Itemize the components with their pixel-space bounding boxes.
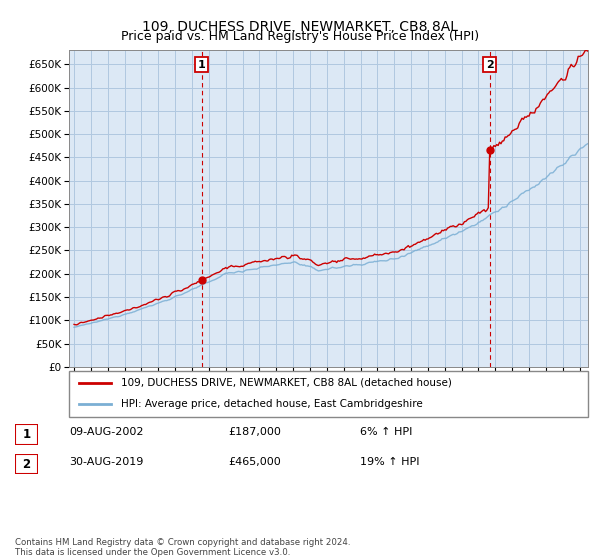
Text: 1: 1 <box>22 428 31 441</box>
Text: 109, DUCHESS DRIVE, NEWMARKET, CB8 8AL: 109, DUCHESS DRIVE, NEWMARKET, CB8 8AL <box>142 20 458 34</box>
Text: 2: 2 <box>22 458 31 471</box>
Text: 109, DUCHESS DRIVE, NEWMARKET, CB8 8AL (detached house): 109, DUCHESS DRIVE, NEWMARKET, CB8 8AL (… <box>121 378 452 388</box>
Text: Price paid vs. HM Land Registry's House Price Index (HPI): Price paid vs. HM Land Registry's House … <box>121 30 479 43</box>
Text: £465,000: £465,000 <box>228 457 281 467</box>
FancyBboxPatch shape <box>15 454 38 474</box>
FancyBboxPatch shape <box>15 424 38 445</box>
Text: 1: 1 <box>198 59 206 69</box>
Text: HPI: Average price, detached house, East Cambridgeshire: HPI: Average price, detached house, East… <box>121 399 422 409</box>
Text: Contains HM Land Registry data © Crown copyright and database right 2024.
This d: Contains HM Land Registry data © Crown c… <box>15 538 350 557</box>
Text: 2: 2 <box>486 59 493 69</box>
Text: 19% ↑ HPI: 19% ↑ HPI <box>360 457 419 467</box>
Text: £187,000: £187,000 <box>228 427 281 437</box>
FancyBboxPatch shape <box>69 371 588 417</box>
Text: 30-AUG-2019: 30-AUG-2019 <box>69 457 143 467</box>
Text: 6% ↑ HPI: 6% ↑ HPI <box>360 427 412 437</box>
Text: 09-AUG-2002: 09-AUG-2002 <box>69 427 143 437</box>
